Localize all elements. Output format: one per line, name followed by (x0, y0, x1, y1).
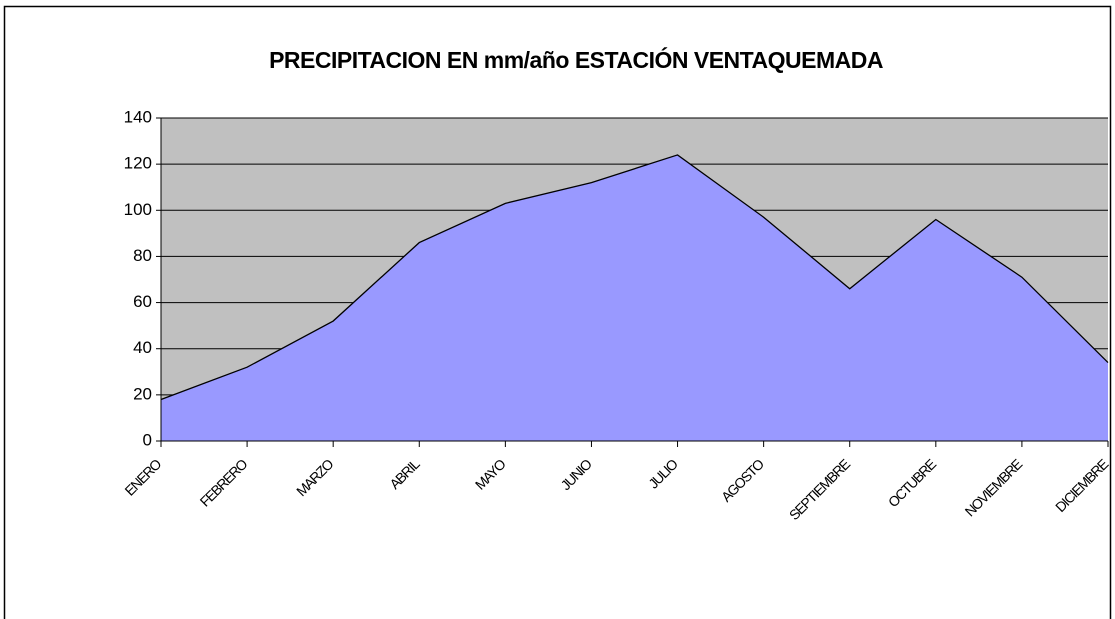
y-tick-label: 100 (124, 200, 152, 219)
area (161, 154, 1108, 441)
y-tick-label: 120 (124, 154, 152, 173)
chart-title: PRECIPITACION EN mm/año ESTACIÓN VENTAQU… (269, 46, 883, 73)
y-tick-label: 60 (133, 292, 152, 311)
area-line (160, 154, 1109, 401)
y-tick-label: 140 (124, 107, 152, 126)
chart-border (3, 5, 1112, 619)
y-tick-label: 0 (143, 430, 152, 449)
y-tick-label: 40 (133, 338, 152, 357)
y-tick-label: 20 (133, 384, 152, 403)
y-tick-label: 80 (133, 246, 152, 265)
